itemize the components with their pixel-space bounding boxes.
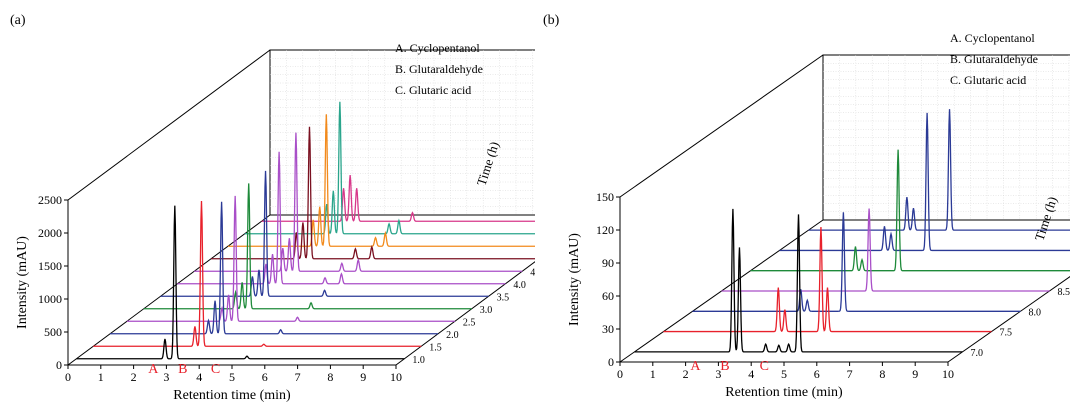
depth-edge-left-top <box>619 54 824 198</box>
y-tick-label: 2000 <box>38 226 62 240</box>
time-tick-label: 7.0 <box>971 348 984 359</box>
legend: A. Cyclopentanol B. Glutaraldehyde C. Glut… <box>395 41 483 97</box>
y-tick-label: 1000 <box>38 292 62 306</box>
y-tick-label: 60 <box>602 289 614 303</box>
back-wall <box>269 49 535 216</box>
legend-entry: A. Cyclopentanol <box>950 31 1035 45</box>
time-tick-label: 3.5 <box>497 292 510 303</box>
x-tick-label: 8 <box>879 367 885 381</box>
x-tick-label: 4 <box>196 370 202 384</box>
y-tick-label: 2500 <box>38 193 62 207</box>
x-tick-label: 8 <box>327 370 333 384</box>
peak-marker-label: C <box>760 359 769 374</box>
x-axis-title: Retention time (min) <box>173 388 291 403</box>
y-tick-label: 90 <box>602 256 614 270</box>
y-tick-label: 1500 <box>38 259 62 273</box>
x-tick-label: 9 <box>912 367 918 381</box>
time-tick-label: 1.0 <box>412 355 425 366</box>
series-line <box>160 170 489 297</box>
time-tick-label: 8.5 <box>1058 287 1070 298</box>
series-line <box>110 201 439 335</box>
y-tick-label: 150 <box>596 190 614 204</box>
series-line <box>194 132 523 272</box>
series-line <box>227 114 535 247</box>
peak-marker-label: B <box>720 359 729 374</box>
series-line <box>808 109 1070 231</box>
depth-edge-left-top <box>67 49 271 201</box>
peak-marker-label: A <box>690 359 701 374</box>
series-group: 6.56.05.55.04.54.03.53.02.52.01.51.0 <box>76 101 535 366</box>
panel-label: (a) <box>10 13 26 28</box>
time-tick-label: 2.0 <box>446 330 459 341</box>
series-line <box>721 208 1050 292</box>
chart-panel-b: 10.09.59.08.58.07.57.0012345678910030609… <box>543 13 1070 400</box>
back-wall <box>822 54 1070 221</box>
depth-edge-left-bottom <box>67 214 271 366</box>
x-tick-label: 1 <box>650 367 656 381</box>
peak-marker-label: C <box>211 362 220 377</box>
time-tick-label: 1.5 <box>429 342 442 353</box>
series-line <box>663 227 992 333</box>
x-tick-label: 7 <box>847 367 853 381</box>
series-line <box>750 149 1070 272</box>
panel-label: (b) <box>543 13 560 28</box>
x-tick-label: 2 <box>683 367 689 381</box>
x-tick-label: 6 <box>814 367 820 381</box>
y-tick-label: 0 <box>608 355 614 369</box>
x-tick-label: 10 <box>942 367 954 381</box>
series-line <box>261 174 535 222</box>
y-tick-label: 500 <box>44 325 62 339</box>
series-line <box>143 183 472 310</box>
series-line <box>779 112 1070 252</box>
x-tick-label: 7 <box>295 370 301 384</box>
y-tick-label: 0 <box>56 358 62 372</box>
peak-marker-label: A <box>148 362 159 377</box>
legend-entry: C. Glutaric acid <box>950 73 1026 87</box>
time-tick-label: 8.0 <box>1029 307 1042 318</box>
series-line <box>692 212 1021 312</box>
y-tick-label: 30 <box>602 322 614 336</box>
legend: A. Cyclopentanol B. Glutaraldehyde C. Glut… <box>950 31 1038 87</box>
series-line <box>211 126 535 260</box>
x-tick-label: 6 <box>262 370 268 384</box>
x-tick-label: 10 <box>390 370 402 384</box>
legend-entry: B. Glutaraldehyde <box>950 52 1038 66</box>
chart-panel-a: 6.56.05.55.04.54.03.53.02.52.01.51.00123… <box>10 13 535 403</box>
time-tick-label: 3.0 <box>480 305 493 316</box>
y-axis-title: Intensity (mAU) <box>15 236 30 329</box>
x-tick-label: 1 <box>98 370 104 384</box>
x-tick-label: 3 <box>715 367 721 381</box>
series-line <box>634 208 963 353</box>
x-tick-label: 4 <box>748 367 754 381</box>
legend-entry: A. Cyclopentanol <box>395 41 480 55</box>
time-tick-label: 4.0 <box>513 280 526 291</box>
y-tick-label: 120 <box>596 223 614 237</box>
x-tick-label: 9 <box>360 370 366 384</box>
series-group: 10.09.59.08.58.07.57.0 <box>634 109 1070 359</box>
legend-entry: B. Glutaraldehyde <box>395 62 483 76</box>
x-tick-label: 2 <box>131 370 137 384</box>
x-tick-label: 0 <box>617 367 623 381</box>
x-tick-label: 0 <box>65 370 71 384</box>
x-axis-title: Retention time (min) <box>725 385 843 400</box>
series-line <box>93 201 422 347</box>
x-tick-label: 5 <box>781 367 787 381</box>
time-tick-label: 7.5 <box>1000 328 1013 339</box>
legend-entry: C. Glutaric acid <box>395 83 471 97</box>
series-line <box>126 195 455 322</box>
series-line <box>244 101 535 235</box>
peak-marker-label: B <box>178 362 187 377</box>
time-tick-label: 2.5 <box>463 317 476 328</box>
x-tick-label: 5 <box>229 370 235 384</box>
depth-edge-right <box>395 261 535 366</box>
series-line <box>76 205 405 360</box>
series-line <box>177 151 506 285</box>
time-tick-label: 4.5 <box>530 267 535 278</box>
x-tick-label: 3 <box>163 370 169 384</box>
y-axis-title: Intensity (mAU) <box>567 233 582 326</box>
